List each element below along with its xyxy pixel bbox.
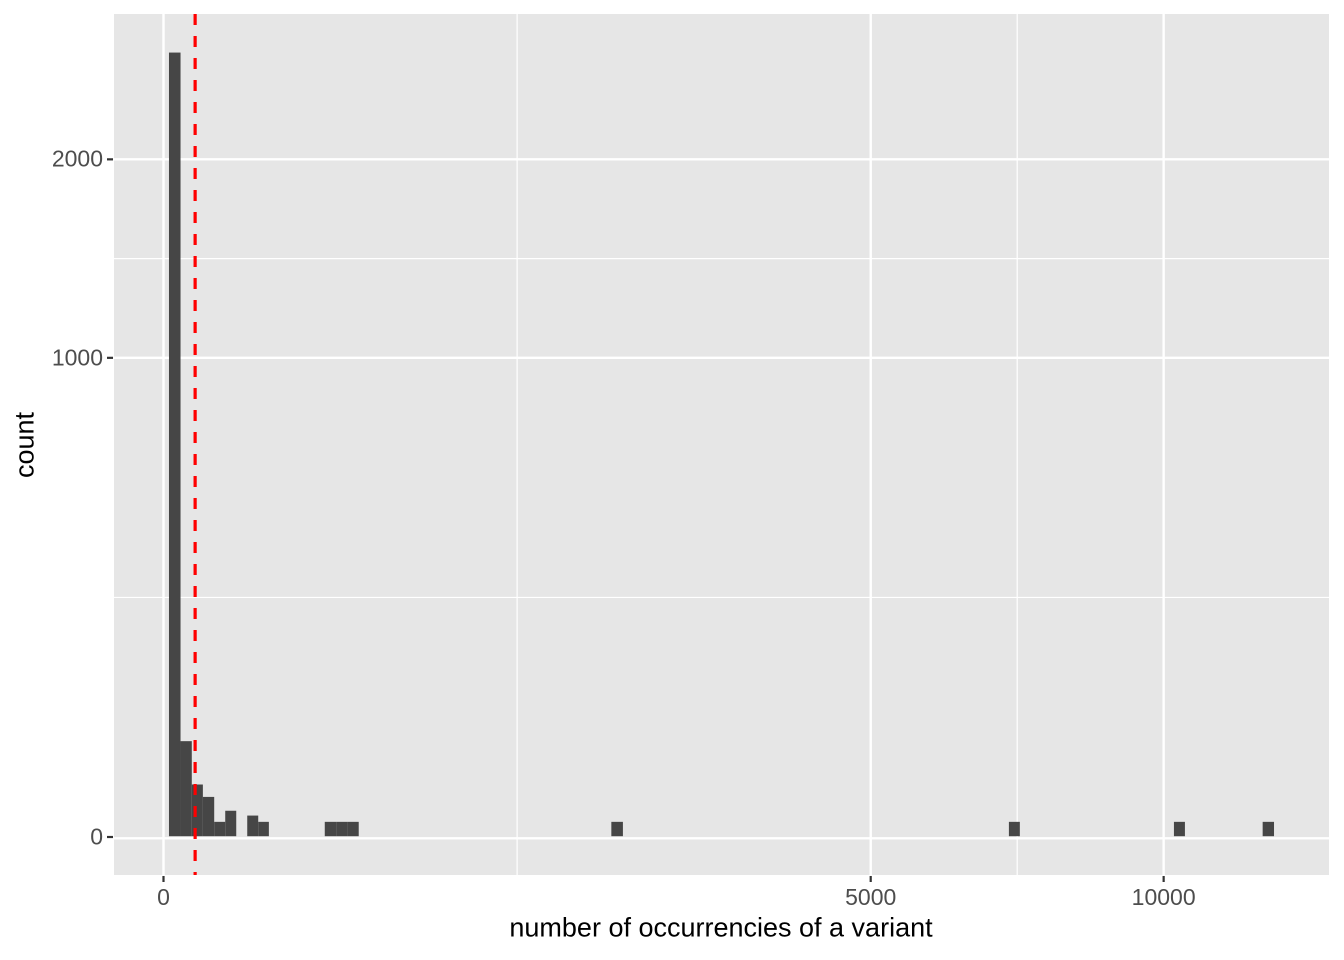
- histogram-bar: [225, 810, 237, 837]
- histogram-bar: [336, 821, 348, 837]
- x-tick-label: 10000: [1131, 884, 1196, 910]
- histogram-bar: [324, 821, 337, 837]
- histogram-bar: [191, 784, 203, 837]
- histogram-bar: [1262, 821, 1275, 837]
- histogram-bar: [347, 821, 359, 837]
- y-tick-label: 2000: [51, 145, 103, 172]
- plot-panel: [114, 14, 1329, 875]
- histogram-bar: [180, 741, 192, 837]
- y-tick-label: 1000: [51, 344, 103, 371]
- histogram-bar: [611, 821, 623, 837]
- y-tick-label: 0: [90, 823, 103, 850]
- histogram-bar: [247, 815, 259, 837]
- x-tick-label: 5000: [845, 884, 897, 910]
- x-axis-title: number of occurrencies of a variant: [509, 912, 933, 943]
- histogram-bar: [168, 52, 181, 837]
- histogram-bar: [202, 796, 215, 837]
- histogram-bar: [214, 821, 226, 837]
- histogram-bar: [258, 821, 269, 837]
- x-tick-label: 0: [157, 884, 170, 910]
- y-axis-title: count: [9, 411, 40, 479]
- histogram-bar: [1008, 821, 1020, 837]
- histogram-bar: [1173, 821, 1185, 837]
